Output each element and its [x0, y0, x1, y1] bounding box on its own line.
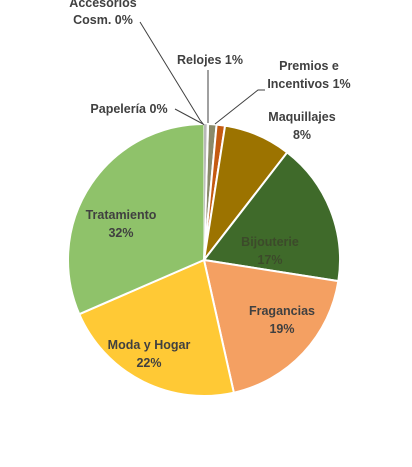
label-premios-name: Premios e	[279, 59, 339, 73]
label-relojes: Relojes 1%	[177, 53, 243, 67]
label-tratamiento-name: Tratamiento	[86, 208, 157, 222]
label-moda-name: Moda y Hogar	[108, 338, 191, 352]
label-fragancias-value: 19%	[269, 322, 294, 336]
label-bijouterie-name: Bijouterie	[241, 235, 299, 249]
pie-slice-bijouterie	[202, 151, 341, 283]
label-tratamiento-value: 32%	[108, 226, 133, 240]
slice-labels: Accesorios Cosm. 0% Relojes 1% Premios e…	[69, 0, 350, 370]
label-maquillajes-value: 8%	[293, 128, 311, 142]
pie-slice-fragancias	[202, 258, 340, 394]
pie-slice-moda-y-hogar	[77, 258, 236, 397]
label-moda-value: 22%	[136, 356, 161, 370]
pie-slice-tratamiento	[67, 123, 210, 316]
pie-slices	[67, 123, 341, 397]
label-maquillajes-name: Maquillajes	[268, 110, 335, 124]
label-bijouterie-value: 17%	[257, 253, 282, 267]
leader-papeleria	[174, 108, 204, 125]
label-accesorios-name: Accesorios	[69, 0, 136, 10]
label-papeleria: Papelería 0%	[90, 102, 167, 116]
leader-lines	[139, 21, 265, 126]
label-fragancias-name: Fragancias	[249, 304, 315, 318]
label-accesorios-value: Cosm. 0%	[73, 13, 133, 27]
leader-premios	[214, 89, 265, 125]
label-premios-value: Incentivos 1%	[267, 77, 350, 91]
